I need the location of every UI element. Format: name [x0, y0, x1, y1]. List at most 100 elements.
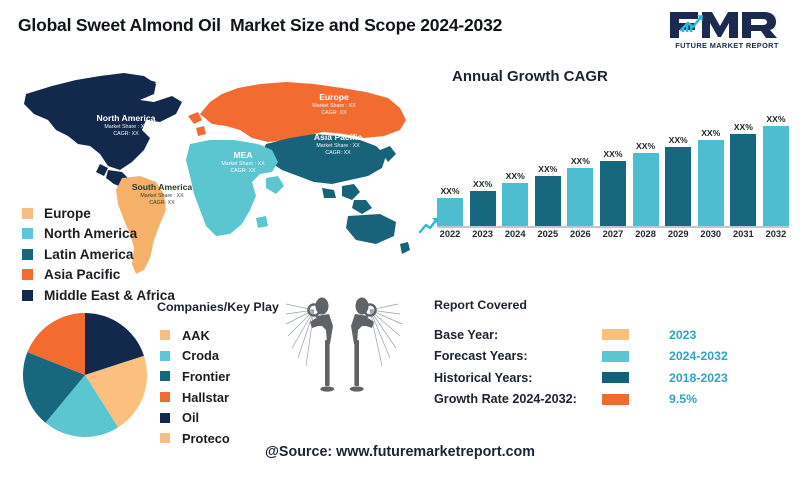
region-legend-label: North America [44, 226, 138, 242]
bar-chart-title: Annual Growth CAGR [452, 68, 608, 85]
region-legend-label: Asia Pacific [44, 267, 121, 283]
bar-chart-x-labels: 2022 2023 2024 2025 2026 2027 2028 2029 2030 2031… [437, 229, 789, 239]
report-covered-value: 2024-2032 [669, 349, 728, 364]
companies-title: Companies/Key Play [157, 300, 279, 314]
region-legend-item: Europe [22, 203, 175, 224]
bar-year-label: 2032 [765, 229, 787, 239]
region-legend-label: Latin America [44, 246, 134, 262]
report-covered-label: Forecast Years: [434, 349, 528, 364]
bar-value-label: XX% [473, 178, 493, 189]
company-legend-swatch [160, 412, 170, 423]
company-legend-item: Proteco [160, 428, 230, 449]
bar-year-label: 2030 [700, 229, 722, 239]
bar-rect [567, 168, 594, 226]
company-legend-label: Frontier [182, 368, 231, 384]
report-covered-value: 2023 [669, 327, 697, 342]
bar-column: XX% [632, 96, 659, 226]
map-region-north-america [24, 73, 182, 192]
bar-column: XX% [567, 96, 594, 226]
region-legend-swatch [22, 207, 33, 219]
bar-year-label: 2024 [504, 229, 526, 239]
bar-rect [697, 140, 724, 226]
bar-rect [534, 175, 561, 226]
bar-rect [632, 153, 659, 226]
map-region-europe [188, 82, 406, 142]
map-region-mea [186, 140, 284, 236]
report-covered-row: Forecast Years: 2024-2032 [434, 346, 774, 368]
bar-rect [502, 183, 529, 226]
report-covered-title: Report Covered [434, 298, 527, 312]
bar-column: XX% [599, 96, 626, 226]
bar-year-label: 2022 [439, 229, 461, 239]
pie-slice [85, 313, 144, 375]
bar-value-label: XX% [538, 163, 558, 174]
page-title: Global Sweet Almond Oil Market Size and … [18, 15, 503, 35]
bar-rect [730, 133, 757, 226]
bar-column: XX% [502, 96, 529, 226]
report-covered-label: Base Year: [434, 327, 499, 342]
company-legend-swatch [160, 350, 170, 361]
source-footer: @Source: www.futuremarketreport.com [264, 444, 535, 460]
bar-year-label: 2029 [667, 229, 689, 239]
report-covered-swatch [602, 329, 629, 341]
report-covered-value: 9.5% [669, 392, 698, 407]
bar-column: XX% [534, 96, 561, 226]
bar-value-label: XX% [766, 114, 786, 125]
region-legend-swatch [22, 289, 33, 301]
region-legend-swatch [22, 248, 33, 260]
region-legend-item: Middle East & Africa [22, 285, 175, 306]
bar-value-label: XX% [570, 156, 590, 167]
region-legend-item: North America [22, 224, 175, 245]
company-legend-label: Proteco [182, 430, 230, 446]
company-legend-swatch [160, 392, 170, 403]
region-legend-label: Europe [44, 205, 91, 221]
report-covered-row: Historical Years: 2018-2023 [434, 367, 774, 389]
pie-slice [45, 375, 119, 437]
bar-rect [762, 126, 789, 226]
growth-arrow-icon [418, 214, 440, 236]
bar-column: XX% [730, 96, 757, 226]
bar-year-label: 2028 [635, 229, 656, 239]
bar-column: XX% [665, 96, 692, 226]
bar-rect [665, 146, 692, 226]
bar-value-label: XX% [505, 171, 525, 182]
company-legend-swatch [160, 330, 170, 341]
bar-year-label: 2027 [602, 229, 624, 239]
report-covered-label: Historical Years: [434, 370, 533, 385]
researcher-figures-icon [285, 292, 418, 400]
bar-column: XX% [762, 96, 789, 226]
company-legend-item: AAK [160, 325, 230, 346]
bar-year-label: 2025 [537, 229, 559, 239]
pie-slice [85, 355, 147, 428]
company-legend-item: Hallstar [160, 387, 230, 408]
report-covered-swatch [602, 372, 629, 384]
bar-value-label: XX% [603, 148, 623, 159]
companies-legend: AAK Croda Frontier Hallstar Oil Proteco [160, 325, 230, 449]
company-legend-label: AAK [182, 327, 210, 343]
company-legend-item: Frontier [160, 366, 230, 387]
region-legend: Europe North America Latin America Asia Pac… [22, 203, 175, 306]
logo-mark-icon [668, 10, 786, 40]
company-legend-item: Oil [160, 407, 230, 428]
company-legend-item: Croda [160, 346, 230, 367]
report-covered-swatch [602, 350, 629, 362]
bar-chart-axis-line [437, 226, 789, 228]
report-covered-swatch [602, 393, 629, 405]
company-legend-label: Oil [182, 410, 200, 426]
bar-value-label: XX% [636, 141, 656, 152]
report-covered-label: Growth Rate 2024-2032: [434, 392, 577, 407]
bar-rect [437, 198, 463, 226]
bar-value-label: XX% [440, 186, 460, 196]
bar-year-label: 2026 [570, 229, 591, 239]
report-covered-table: Base Year: 2023 Forecast Years: 2024-2032 Hi… [434, 324, 774, 410]
fmr-logo: FUTURE MARKET REPORT [668, 10, 786, 54]
bar-column: XX% [469, 96, 496, 226]
bar-year-label: 2031 [733, 229, 754, 239]
region-legend-item: Asia Pacific [22, 265, 175, 286]
pie-slice [23, 352, 86, 423]
bar-value-label: XX% [701, 128, 721, 139]
logo-tagline: FUTURE MARKET REPORT [675, 41, 779, 50]
bar-column: XX% [437, 96, 463, 226]
bar-column: XX% [697, 96, 724, 226]
